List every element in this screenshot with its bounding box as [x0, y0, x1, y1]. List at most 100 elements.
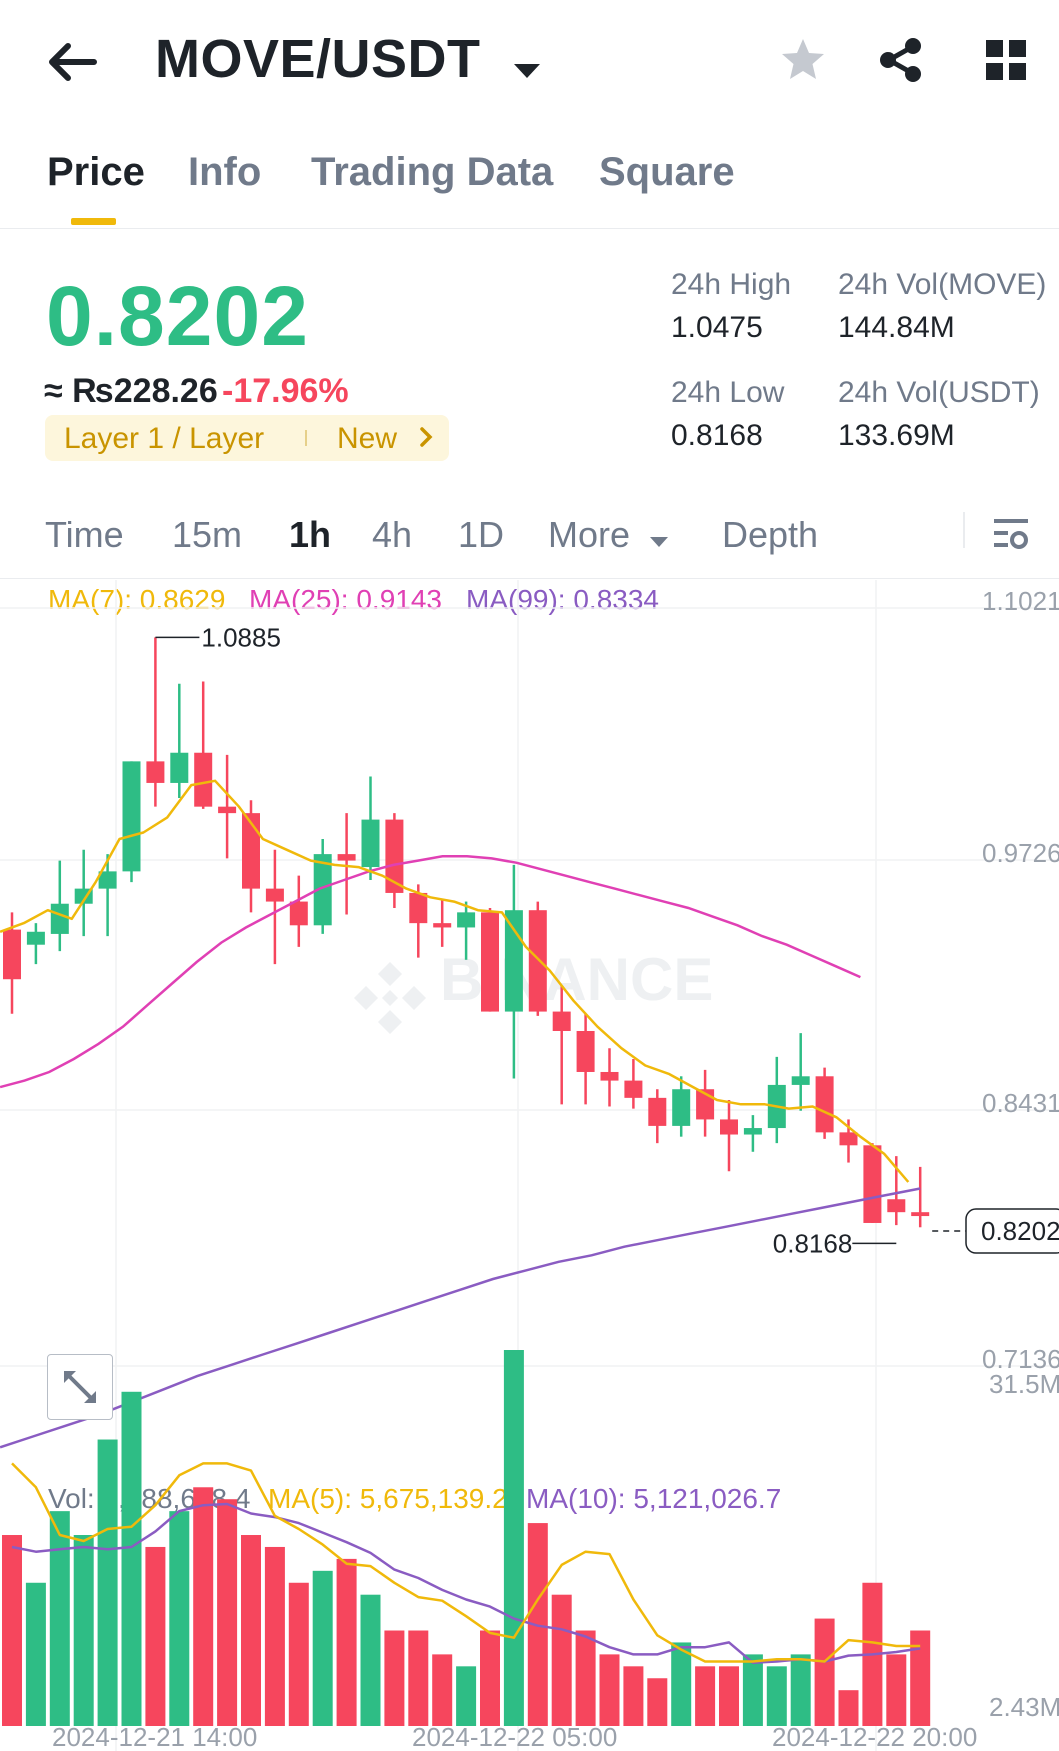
volume-ma-lines [11, 1462, 921, 1664]
depth-tab[interactable]: Depth [722, 514, 819, 555]
volume-bar [503, 1350, 524, 1726]
chevron-down-icon [512, 32, 542, 94]
candle-body [313, 854, 332, 926]
candle-body [433, 923, 452, 928]
volume-bar [599, 1654, 620, 1726]
vol-quote-label: 24h Vol(USDT) [838, 376, 1040, 409]
tab-trading-data[interactable]: Trading Data [311, 150, 554, 194]
candle-body [409, 892, 428, 924]
pair-selector[interactable]: MOVE/USDT [155, 28, 542, 94]
volume-bar [145, 1546, 166, 1726]
volume-bar [671, 1642, 692, 1726]
candle-body [361, 819, 380, 868]
fullscreen-expand-icon[interactable] [47, 1354, 113, 1420]
volume-tick-label: 2.43M [989, 1692, 1059, 1722]
last-price: 0.8202 [46, 269, 309, 363]
volume-bar [647, 1678, 668, 1726]
candlestick-chart[interactable]: BINANCE 1.10210.97260.84310.713631.5M2.4… [0, 580, 1059, 1751]
candle-body [337, 854, 356, 861]
candle-body [265, 888, 284, 902]
volume-bar [288, 1582, 309, 1726]
back-arrow-icon[interactable] [40, 30, 104, 94]
candle-body [528, 910, 547, 1012]
volume-bar [551, 1594, 572, 1726]
volume-bar [838, 1690, 859, 1726]
share-icon[interactable] [870, 30, 930, 90]
tab-info[interactable]: Info [188, 150, 262, 194]
current-price-label: 0.8202 [981, 1216, 1059, 1246]
candle-body [552, 1011, 571, 1031]
tab-price[interactable]: Price [47, 150, 145, 194]
candle-body [194, 752, 213, 807]
volume-bar [766, 1666, 787, 1726]
price-tick-label: 0.8431 [982, 1088, 1059, 1118]
candle-body [50, 903, 69, 934]
interval-bar: Time 15m 1h 4h 1D More Depth [0, 508, 1059, 579]
binance-logo-icon [354, 962, 426, 1034]
high-24h-label: 24h High [671, 268, 792, 301]
candle-body [672, 1089, 691, 1126]
interval-1d[interactable]: 1D [458, 514, 505, 555]
chart-settings-icon[interactable] [985, 508, 1037, 560]
volume-bar [456, 1666, 477, 1726]
favorite-star-icon[interactable] [775, 32, 831, 88]
top-bar: MOVE/USDT [0, 0, 1059, 120]
volume-bar [432, 1654, 453, 1726]
interval-divider [963, 512, 965, 548]
time-tick-label: 2024-12-21 14:00 [52, 1722, 257, 1751]
candle-body [3, 929, 21, 980]
interval-1h[interactable]: 1h [289, 514, 332, 555]
candle-body [600, 1071, 619, 1081]
candle-body [648, 1097, 667, 1126]
sector-tag[interactable]: Layer 1 / Layer New [45, 415, 449, 461]
grid-menu-icon[interactable] [978, 32, 1034, 88]
candle-body [98, 871, 117, 889]
vol-quote-value: 133.69M [838, 419, 955, 452]
vol-base-label: 24h Vol(MOVE) [838, 268, 1047, 301]
tab-square[interactable]: Square [599, 150, 735, 194]
volume-bar [910, 1630, 931, 1726]
interval-15m[interactable]: 15m [172, 514, 243, 555]
volume-bar [336, 1558, 357, 1726]
volume-bar [814, 1618, 835, 1726]
pair-title: MOVE/USDT [155, 29, 481, 89]
volume-bar [169, 1511, 190, 1726]
chevron-right-icon [417, 423, 437, 456]
candle-body [504, 910, 523, 1012]
vol-legend: Vol: 5,988,608.4 [48, 1483, 251, 1514]
volume-bar [121, 1391, 142, 1726]
candle-body [743, 1128, 762, 1135]
interval-more[interactable]: More [548, 514, 670, 558]
vol-base-value: 144.84M [838, 311, 955, 344]
price-change-percent: -17.96% [222, 372, 349, 410]
interval-4h[interactable]: 4h [372, 514, 413, 555]
volume-bar [360, 1594, 381, 1726]
volume-bar [97, 1439, 118, 1726]
candle-body [26, 931, 45, 945]
volume-bar [241, 1535, 261, 1726]
new-badge: New [337, 422, 398, 455]
candle-body [791, 1076, 810, 1085]
volume-tick-label: 31.5M [989, 1369, 1059, 1399]
volume-bar [695, 1666, 716, 1726]
volume-bar [790, 1654, 811, 1726]
candle-body [911, 1212, 930, 1217]
volume-bar [575, 1630, 596, 1726]
ma-lines [0, 779, 921, 1449]
tag-divider [305, 430, 307, 446]
volume-bar [886, 1654, 907, 1726]
candle-body [289, 901, 308, 926]
vol-ma10-line [11, 1502, 921, 1664]
ma7-legend: MA(7): 0.8629 [48, 584, 226, 615]
caret-down-icon [648, 516, 670, 558]
vol-ma5-line [11, 1462, 921, 1663]
candle-body [242, 813, 260, 889]
current-price-box [965, 1208, 1059, 1254]
vol-ma5-legend: MA(5): 5,675,139.2 [268, 1483, 508, 1514]
detail-tabs: Price Info Trading Data Square [0, 140, 1059, 229]
sector-tag-label: Layer 1 / Layer [64, 422, 265, 455]
candles [3, 637, 930, 1228]
price-annotations: 1.0885 0.8168 0.8202 [155, 622, 1059, 1258]
interval-time[interactable]: Time [45, 514, 124, 555]
